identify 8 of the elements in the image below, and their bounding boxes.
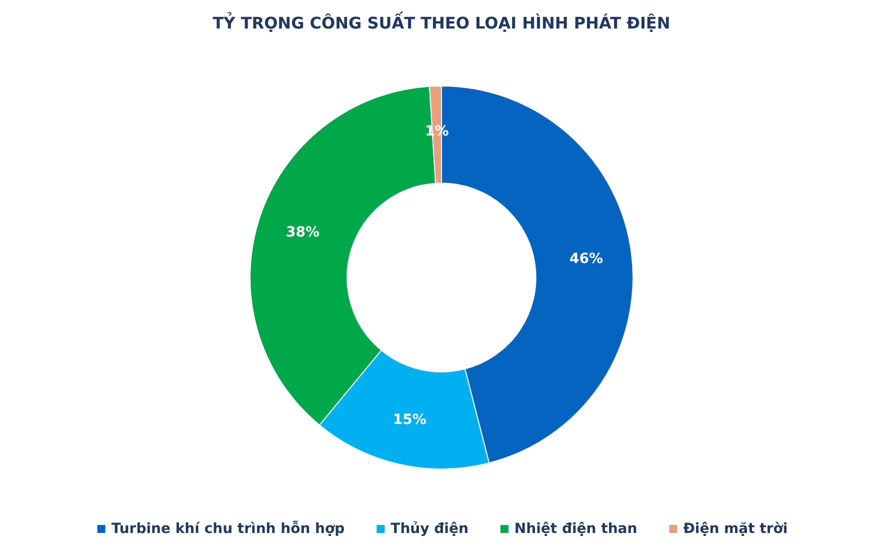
data-label: 46% xyxy=(570,251,604,268)
legend-label: Nhiệt điện than xyxy=(514,521,638,537)
chart-title: TỶ TRỌNG CÔNG SUẤT THEO LOẠI HÌNH PHÁT ĐIỆN xyxy=(212,12,670,32)
data-label: 38% xyxy=(286,224,320,240)
legend-label: Điện mặt trời xyxy=(683,521,788,537)
legend-label: Thủy điện xyxy=(390,521,468,537)
legend-label: Turbine khí chu trình hỗn hợp xyxy=(111,520,345,537)
data-label: 15% xyxy=(392,412,426,428)
